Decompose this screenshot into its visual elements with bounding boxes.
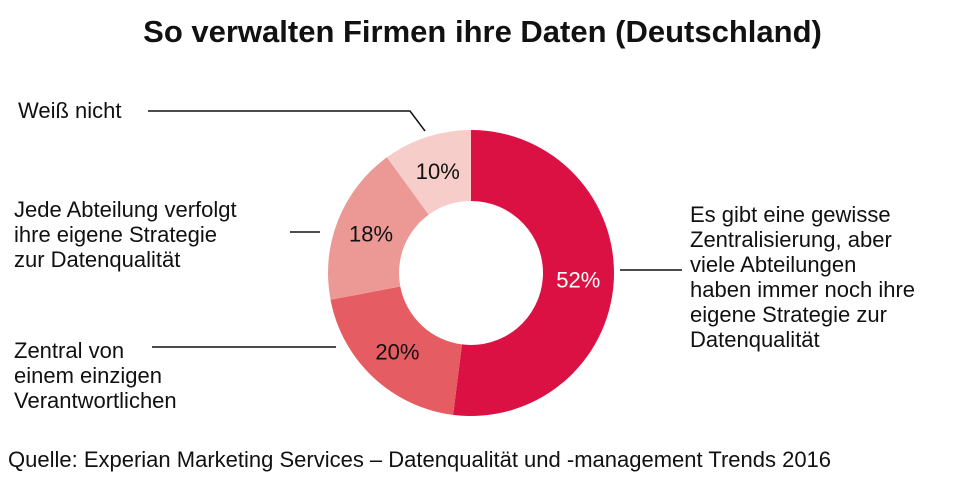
donut-slice [386, 130, 471, 215]
leader-line-weiss-nicht [148, 110, 426, 132]
slice-value-label: 20% [375, 339, 419, 364]
label-zentralisierung: Es gibt eine gewisse Zentralisierung, ab… [690, 202, 916, 352]
slice-value-label: 10% [416, 159, 460, 184]
label-jede-abteilung: Jede Abteilung verfolgt ihre eigene Stra… [14, 197, 237, 272]
donut-slice [328, 157, 429, 300]
source-note: Quelle: Experian Marketing Services – Da… [8, 447, 832, 472]
donut-slice [330, 286, 462, 415]
label-weiss-nicht: Weiß nicht [18, 98, 122, 123]
label-zentral: Zentral von einem einzigen Verantwortlic… [14, 338, 177, 413]
slice-value-label: 18% [349, 221, 393, 246]
donut-slice [453, 130, 614, 416]
chart-title: So verwalten Firmen ihre Daten (Deutschl… [143, 14, 822, 49]
slice-value-label: 52% [556, 268, 600, 293]
